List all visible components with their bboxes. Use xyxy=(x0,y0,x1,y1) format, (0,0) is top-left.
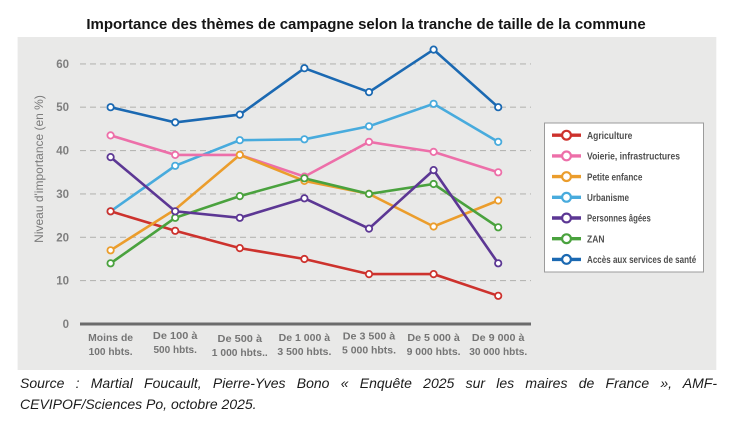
svg-text:40: 40 xyxy=(56,146,69,158)
svg-text:10: 10 xyxy=(56,276,69,288)
svg-text:De 1 000 à: De 1 000 à xyxy=(279,332,331,344)
svg-text:De 5 000 à: De 5 000 à xyxy=(407,332,460,344)
svg-text:Voierie, infrastructures: Voierie, infrastructures xyxy=(587,151,680,163)
svg-text:60: 60 xyxy=(56,59,69,71)
svg-text:Urbanisme: Urbanisme xyxy=(587,192,629,204)
svg-text:9 000 hbts.: 9 000 hbts. xyxy=(407,346,461,358)
svg-text:Accès aux services de santé: Accès aux services de santé xyxy=(587,254,696,266)
svg-text:Importance des thèmes de campa: Importance des thèmes de campagne selon … xyxy=(86,16,645,33)
svg-text:De 3 500 à: De 3 500 à xyxy=(343,330,396,342)
svg-text:De 500 à: De 500 à xyxy=(218,333,263,345)
svg-text:Moins de: Moins de xyxy=(88,332,133,344)
svg-text:50: 50 xyxy=(56,102,69,114)
svg-text:500 hbts.: 500 hbts. xyxy=(153,344,197,356)
svg-text:3 500 hbts.: 3 500 hbts. xyxy=(277,346,331,358)
svg-text:Personnes âgées: Personnes âgées xyxy=(587,213,651,225)
svg-text:ZAN: ZAN xyxy=(587,233,605,245)
svg-text:30: 30 xyxy=(56,189,69,201)
svg-text:1 000 hbts..: 1 000 hbts.. xyxy=(212,347,268,359)
svg-text:20: 20 xyxy=(56,232,69,244)
svg-text:De 100 à: De 100 à xyxy=(153,330,198,342)
svg-text:0: 0 xyxy=(63,319,69,331)
svg-text:5 000 hbts.: 5 000 hbts. xyxy=(342,344,396,356)
svg-text:De 9 000 à: De 9 000 à xyxy=(472,332,525,344)
svg-text:30 000 hbts.: 30 000 hbts. xyxy=(469,346,527,358)
svg-text:Niveau d'importance (en %): Niveau d'importance (en %) xyxy=(32,95,46,243)
svg-text:Petite enfance: Petite enfance xyxy=(587,171,643,183)
svg-text:100 hbts.: 100 hbts. xyxy=(89,346,133,358)
svg-text:Agriculture: Agriculture xyxy=(587,130,633,142)
